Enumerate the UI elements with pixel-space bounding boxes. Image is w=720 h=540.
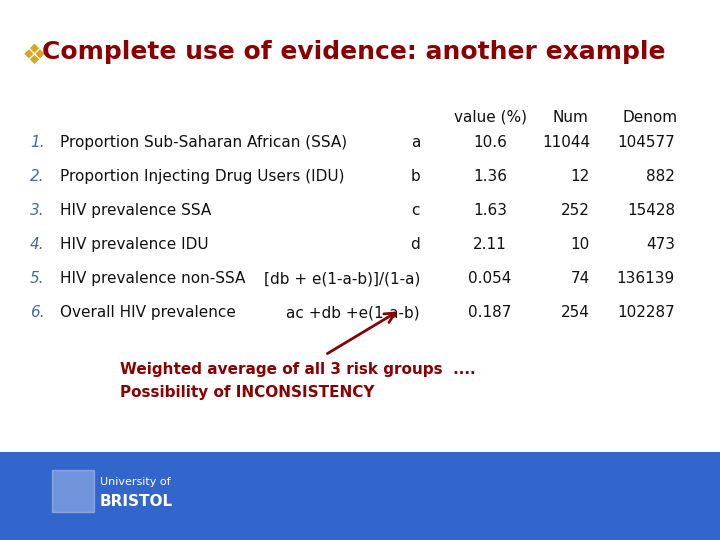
Text: Num: Num <box>552 110 588 125</box>
Text: Possibility of INCONSISTENCY: Possibility of INCONSISTENCY <box>120 385 374 400</box>
Text: 254: 254 <box>561 305 590 320</box>
Text: a: a <box>410 135 420 150</box>
Text: Proportion Sub-Saharan African (SSA): Proportion Sub-Saharan African (SSA) <box>60 135 347 150</box>
Text: 0.187: 0.187 <box>468 305 512 320</box>
Text: HIV prevalence SSA: HIV prevalence SSA <box>60 203 211 218</box>
Text: 1.36: 1.36 <box>473 169 507 184</box>
Text: Denom: Denom <box>622 110 678 125</box>
Text: University of: University of <box>100 477 171 487</box>
Text: 15428: 15428 <box>627 203 675 218</box>
Text: Proportion Injecting Drug Users (IDU): Proportion Injecting Drug Users (IDU) <box>60 169 344 184</box>
Text: 11044: 11044 <box>542 135 590 150</box>
Text: HIV prevalence IDU: HIV prevalence IDU <box>60 237 209 252</box>
Text: ac +db +e(1-a-b): ac +db +e(1-a-b) <box>287 305 420 320</box>
Text: value (%): value (%) <box>454 110 526 125</box>
Text: 2.: 2. <box>30 169 45 184</box>
Text: c: c <box>412 203 420 218</box>
Text: ❖: ❖ <box>22 42 47 70</box>
Text: 882: 882 <box>646 169 675 184</box>
Text: 252: 252 <box>561 203 590 218</box>
Text: b: b <box>410 169 420 184</box>
Text: 2.11: 2.11 <box>473 237 507 252</box>
Text: 473: 473 <box>646 237 675 252</box>
Text: 104577: 104577 <box>617 135 675 150</box>
Text: 10.6: 10.6 <box>473 135 507 150</box>
Text: 1.: 1. <box>30 135 45 150</box>
Text: Overall HIV prevalence: Overall HIV prevalence <box>60 305 236 320</box>
Text: 12: 12 <box>571 169 590 184</box>
Text: 3.: 3. <box>30 203 45 218</box>
Text: BRISTOL: BRISTOL <box>100 495 173 510</box>
Text: 1.63: 1.63 <box>473 203 507 218</box>
Text: 136139: 136139 <box>617 271 675 286</box>
Text: 6.: 6. <box>30 305 45 320</box>
Text: 5.: 5. <box>30 271 45 286</box>
Bar <box>0 452 720 540</box>
Text: Complete use of evidence: another example: Complete use of evidence: another exampl… <box>42 40 665 64</box>
Text: d: d <box>410 237 420 252</box>
Bar <box>52 470 94 512</box>
Text: [db + e(1-a-b)]/(1-a): [db + e(1-a-b)]/(1-a) <box>264 271 420 286</box>
Text: 0.054: 0.054 <box>468 271 512 286</box>
Text: 74: 74 <box>571 271 590 286</box>
Text: 4.: 4. <box>30 237 45 252</box>
Text: HIV prevalence non-SSA: HIV prevalence non-SSA <box>60 271 246 286</box>
Text: 102287: 102287 <box>617 305 675 320</box>
Text: 10: 10 <box>571 237 590 252</box>
Text: Weighted average of all 3 risk groups  ....: Weighted average of all 3 risk groups ..… <box>120 362 476 377</box>
